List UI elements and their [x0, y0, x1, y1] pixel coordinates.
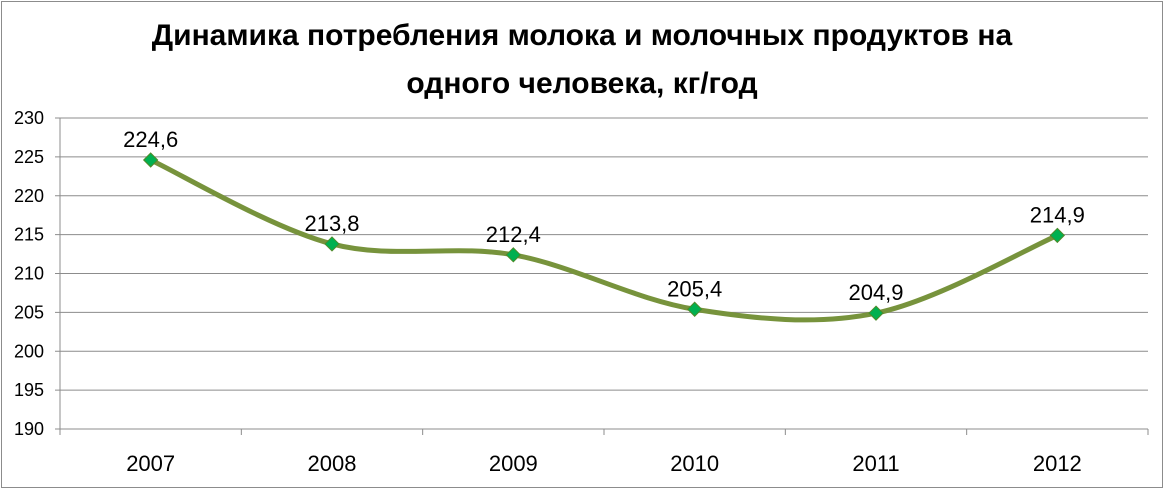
y-tick-label: 210 [14, 264, 44, 284]
x-tick-label: 2012 [1033, 451, 1082, 476]
data-point-marker [324, 236, 340, 252]
axes [55, 117, 1149, 435]
data-point-marker [1049, 227, 1066, 244]
data-point-marker [142, 152, 159, 168]
data-point-marker [868, 305, 884, 321]
chart-title-line-1: Динамика потребления молока и молочных п… [151, 19, 1013, 52]
y-tick-label: 190 [14, 419, 44, 439]
y-tick-label: 215 [14, 225, 44, 245]
y-tick-label: 205 [14, 302, 44, 322]
y-tick-label: 225 [14, 147, 44, 167]
y-tick-label: 195 [14, 380, 44, 400]
data-label: 224,6 [123, 127, 178, 152]
data-point-marker [505, 247, 522, 263]
data-label: 205,4 [667, 276, 722, 301]
y-tick-label: 200 [14, 341, 44, 361]
data-label: 214,9 [1030, 202, 1085, 227]
x-tick-label: 2007 [126, 451, 175, 476]
y-axis-tick-labels: 190 195 200 205 210 215 220 225 230 [14, 108, 44, 439]
series-line [148, 157, 1060, 323]
chart-title: Динамика потребления молока и молочных п… [0, 12, 1164, 108]
markers [142, 152, 1066, 321]
data-label: 204,9 [848, 280, 903, 305]
data-point-marker [686, 301, 703, 317]
x-tick-label: 2011 [852, 451, 899, 476]
y-tick-label: 230 [14, 108, 44, 128]
x-tick-label: 2010 [670, 451, 719, 476]
data-label: 212,4 [486, 222, 541, 247]
series [148, 157, 1060, 323]
chart-title-line-2: одного человека, кг/год [406, 67, 758, 100]
data-labels: 224,6 213,8 212,4 205,4 204,9 214,9 [123, 127, 1085, 305]
x-tick-label: 2009 [489, 451, 538, 476]
gridlines [60, 117, 1148, 391]
x-tick-label: 2008 [308, 451, 357, 476]
x-axis-tick-labels: 2007 2008 2009 2010 2011 2012 [126, 451, 1082, 476]
data-label: 213,8 [304, 211, 359, 236]
y-tick-label: 220 [14, 186, 44, 206]
